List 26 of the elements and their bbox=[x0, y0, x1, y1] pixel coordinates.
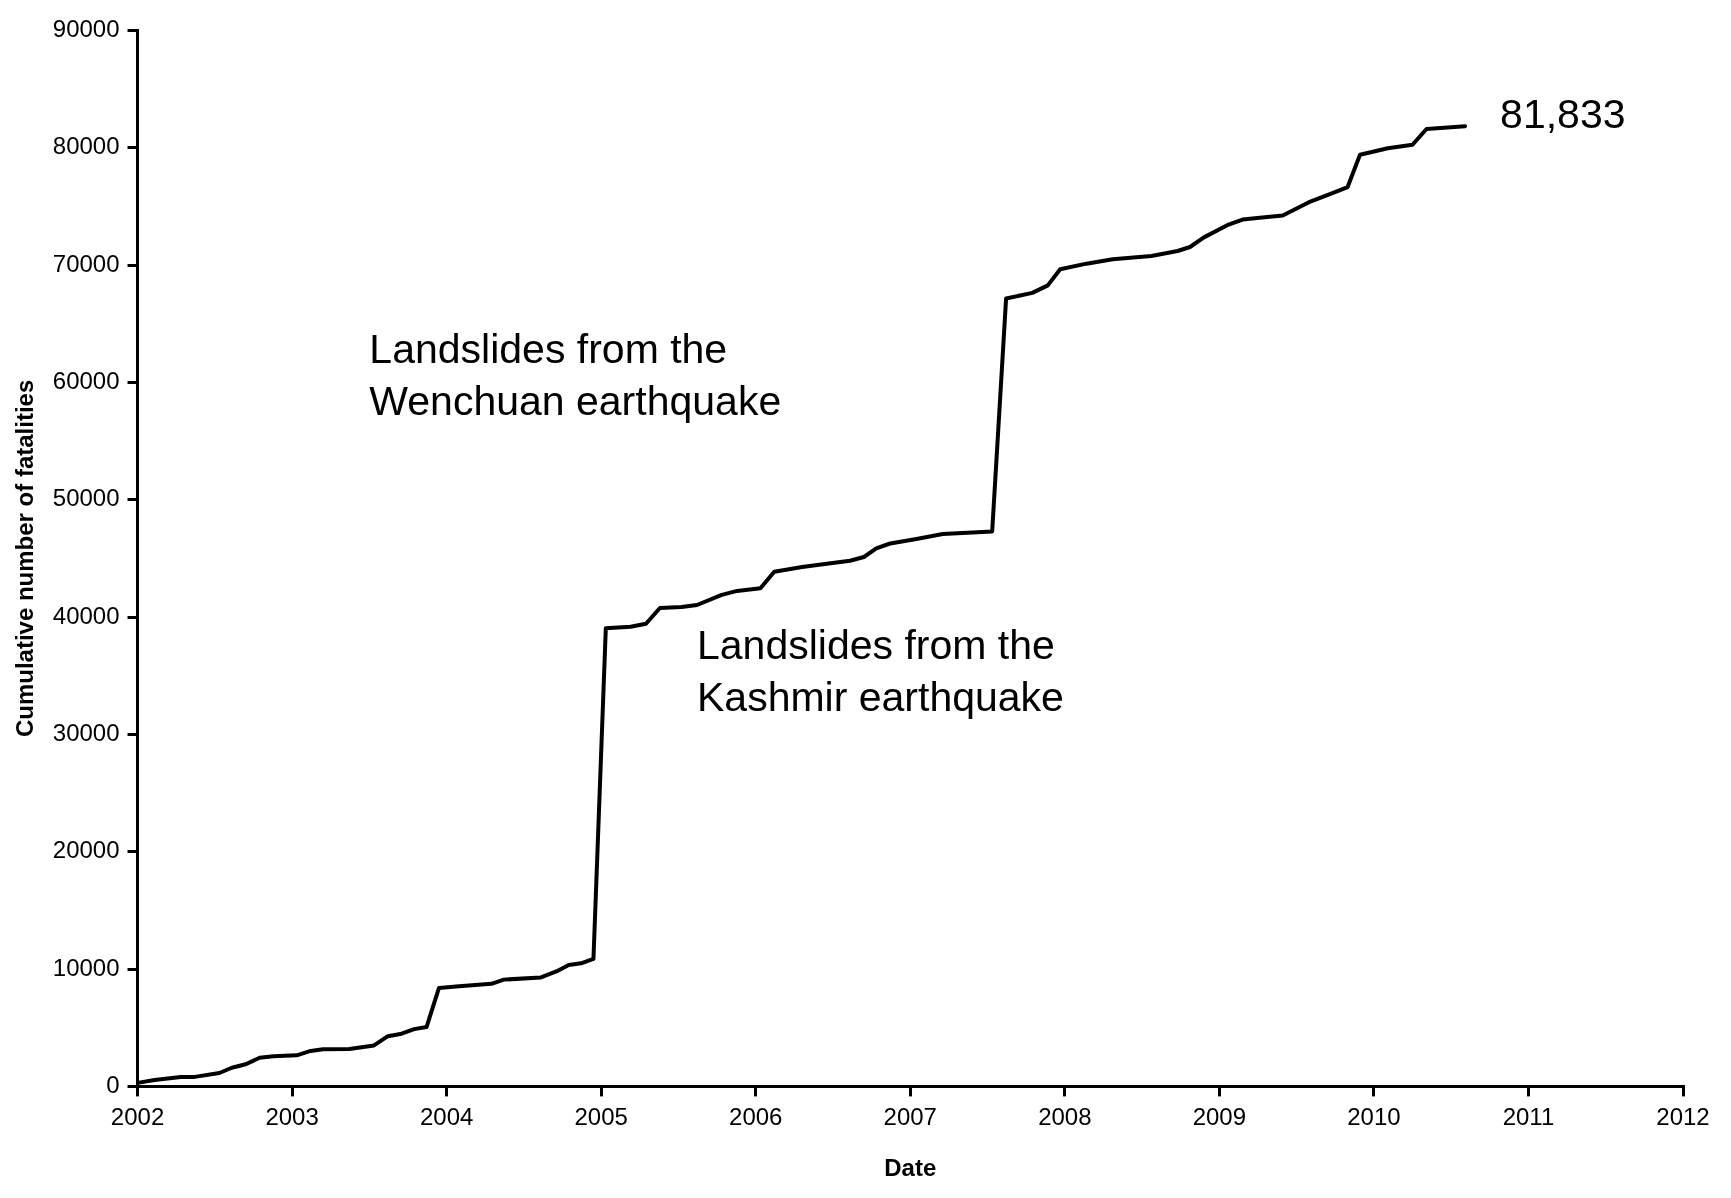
x-tick-label: 2009 bbox=[1192, 1103, 1247, 1131]
annotation: Landslides from the Wenchuan earthquake bbox=[369, 326, 782, 425]
y-tick-label: 10000 bbox=[52, 953, 120, 981]
y-axis-title: Cumulative number of fatalities bbox=[11, 379, 39, 738]
y-tick-label: 30000 bbox=[52, 719, 120, 747]
x-tick-label: 2002 bbox=[110, 1103, 165, 1131]
y-tick-label: 50000 bbox=[52, 484, 120, 512]
y-tick-label: 70000 bbox=[52, 249, 120, 277]
y-tick-label: 80000 bbox=[52, 132, 120, 160]
x-tick-label: 2005 bbox=[574, 1103, 628, 1131]
y-tick-label: 90000 bbox=[52, 15, 120, 43]
x-tick-label: 2004 bbox=[419, 1103, 474, 1131]
y-tick-label: 0 bbox=[106, 1071, 120, 1099]
x-tick-label: 2006 bbox=[729, 1103, 783, 1131]
x-tick-label: 2008 bbox=[1038, 1103, 1092, 1131]
x-tick-label: 2010 bbox=[1347, 1103, 1401, 1131]
x-tick-label: 2012 bbox=[1656, 1103, 1710, 1131]
y-tick-label: 20000 bbox=[52, 836, 120, 864]
x-tick-label: 2007 bbox=[883, 1103, 937, 1131]
y-tick-label: 60000 bbox=[52, 367, 120, 395]
annotation: 81,833 bbox=[1500, 90, 1626, 137]
x-tick-label: 2011 bbox=[1502, 1103, 1555, 1131]
x-axis-title: Date bbox=[884, 1154, 937, 1182]
annotation: Landslides from the Kashmir earthquake bbox=[697, 621, 1064, 720]
x-tick-label: 2003 bbox=[265, 1103, 319, 1131]
y-tick-label: 40000 bbox=[52, 601, 120, 629]
